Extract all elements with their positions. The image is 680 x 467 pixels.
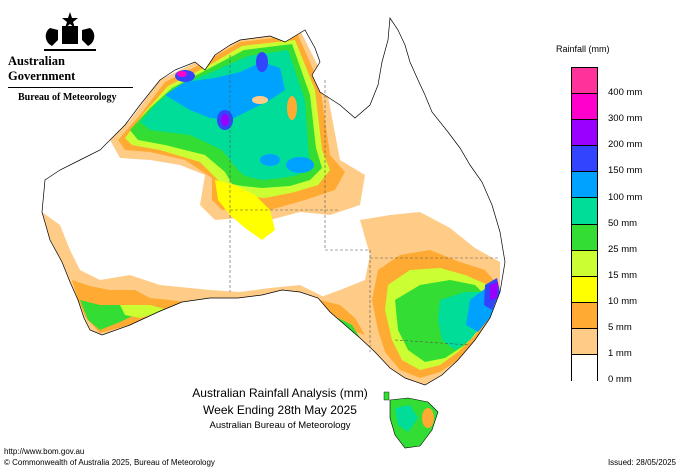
- legend-swatch: [572, 146, 597, 173]
- tasmania-east-5mm: [422, 408, 434, 428]
- legend-swatch: [572, 120, 597, 147]
- nsw-vic-border: [394, 339, 471, 346]
- rain-dry-patch: [252, 96, 268, 104]
- legend-label: 25 mm: [608, 243, 638, 255]
- tasmania-50mm: [395, 405, 418, 432]
- rain-200mm-patch: [221, 114, 229, 126]
- coastline: [41, 16, 506, 386]
- map-caption: Australian Rainfall Analysis (mm) Week E…: [130, 386, 430, 431]
- legend-swatch: [572, 224, 597, 251]
- rain-150mm-arnhem: [256, 52, 268, 72]
- bureau-title: Bureau of Meteorology: [18, 92, 117, 103]
- rain-100mm-patch-3: [260, 154, 280, 166]
- legend-label: 200 mm: [608, 139, 643, 151]
- legend-title: Rainfall (mm): [556, 44, 610, 54]
- footer-copyright: © Commonwealth of Australia 2025, Bureau…: [4, 458, 215, 467]
- legend-label: 400 mm: [608, 87, 643, 99]
- legend-label: 100 mm: [608, 191, 643, 203]
- rain-100mm-patch-2: [286, 157, 314, 173]
- legend-label: 150 mm: [608, 165, 643, 177]
- rain-sa-coast-5mm: [320, 300, 365, 335]
- legend-label: 300 mm: [608, 113, 643, 125]
- legend-color-bar: [571, 67, 598, 382]
- legend-swatch: [572, 198, 597, 225]
- rain-wa-sw-15mm: [120, 305, 168, 318]
- government-title: Australian Government: [8, 54, 133, 88]
- footer-url[interactable]: http://www.bom.gov.au: [4, 447, 85, 456]
- legend-swatch: [572, 328, 597, 356]
- coat-of-arms-icon: [44, 12, 96, 51]
- footer-issued: Issued: 28/05/2025: [607, 458, 676, 467]
- legend-swatch: [572, 172, 597, 199]
- bass-strait-island: [383, 391, 390, 401]
- legend-swatch: [572, 302, 597, 329]
- rain-north-100mm: [165, 62, 285, 120]
- rain-se-200mm: [490, 282, 498, 300]
- rain-300mm-kimberley: [177, 71, 187, 77]
- rain-dry-patch-2: [287, 96, 297, 120]
- legend-label: 50 mm: [608, 217, 638, 229]
- state-borders: [229, 55, 500, 352]
- caption-line2: Week Ending 28th May 2025: [203, 403, 357, 417]
- legend-swatch: [572, 276, 597, 303]
- rainfall-fills: [42, 30, 500, 385]
- caption-line3: Australian Bureau of Meteorology: [209, 420, 351, 431]
- caption-line1: Australian Rainfall Analysis (mm): [192, 386, 368, 400]
- legend-label: 0 mm: [608, 374, 632, 386]
- legend-swatch: [572, 94, 597, 121]
- legend-label: 15 mm: [608, 269, 638, 281]
- legend-label: 5 mm: [608, 322, 632, 333]
- legend-swatch: [572, 68, 597, 95]
- legend-label: 10 mm: [608, 295, 638, 307]
- legend-swatch: [572, 250, 597, 277]
- government-logo: Australian Government Bureau of Meteorol…: [8, 10, 133, 103]
- legend-swatch: [572, 355, 597, 382]
- legend-label: 1 mm: [608, 348, 632, 360]
